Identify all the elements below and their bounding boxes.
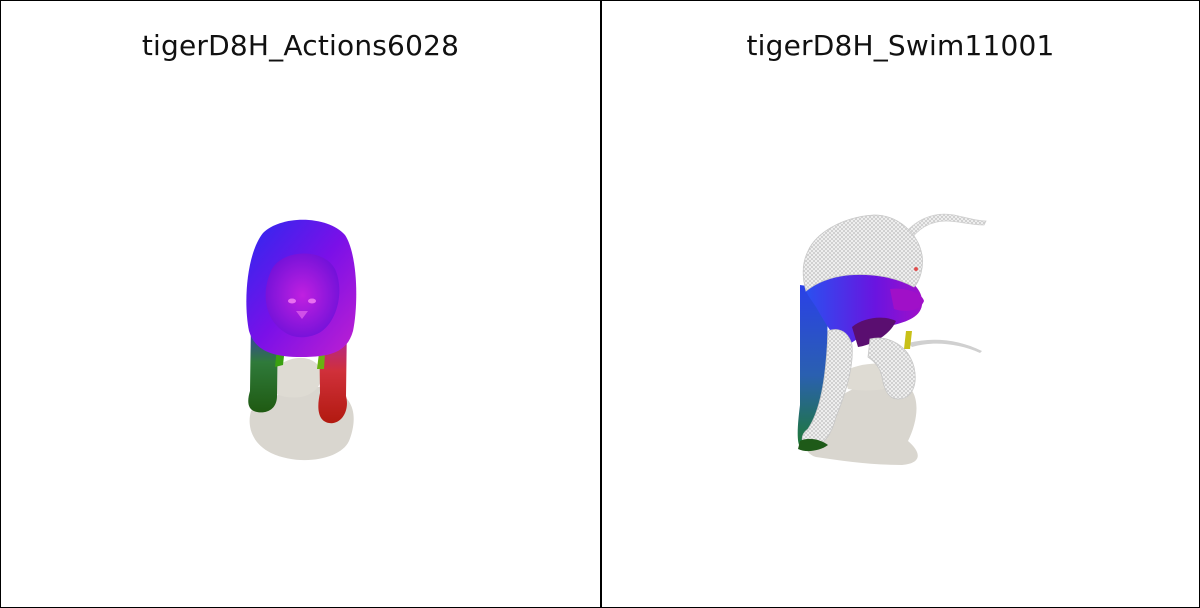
left-panel: tigerD8H_Actions6028 xyxy=(1,1,600,607)
tail xyxy=(901,213,987,244)
right-panel: tigerD8H_Swim11001 xyxy=(600,1,1199,607)
tiger-model-left xyxy=(246,219,357,461)
tiger-head xyxy=(265,253,340,338)
wireframe-leg-front xyxy=(801,329,853,448)
tiger-body xyxy=(805,266,923,347)
wireframe-leg-rear xyxy=(867,337,916,400)
wireframe-head xyxy=(802,214,923,292)
tiger-model-right xyxy=(797,213,987,465)
panel-title-left: tigerD8H_Actions6028 xyxy=(141,29,460,62)
panel-title-right: tigerD8H_Swim11001 xyxy=(746,29,1055,62)
